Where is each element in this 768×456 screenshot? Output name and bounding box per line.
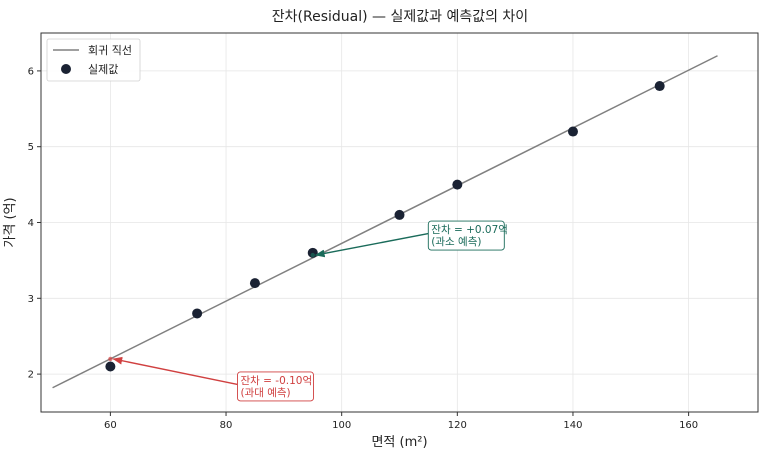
annotation-text: (과대 예측)	[240, 386, 290, 399]
x-tick-label: 60	[104, 420, 117, 431]
annotation-arrow	[112, 356, 238, 386]
legend-marker-swatch	[61, 64, 71, 74]
x-tick-label: 140	[563, 420, 582, 431]
annotation-arrow	[314, 232, 429, 258]
y-tick-label: 5	[28, 142, 34, 153]
data-point	[394, 209, 405, 220]
predicted-point	[108, 356, 113, 362]
predicted-point	[310, 252, 315, 258]
chart-title: 잔차(Residual) — 실제값과 예측값의 차이	[272, 9, 528, 25]
data-point	[654, 81, 665, 92]
data-point	[105, 361, 116, 372]
y-axis-title: 가격 (억)	[3, 197, 18, 247]
y-tick-label: 3	[28, 294, 34, 305]
x-tick-label: 80	[220, 420, 233, 431]
data-point	[567, 126, 578, 137]
data-point	[192, 308, 203, 319]
x-axis-title: 면적 (m²)	[371, 435, 427, 450]
x-tick-label: 120	[448, 420, 467, 431]
annotation-box	[427, 220, 505, 251]
data-point	[452, 179, 463, 190]
y-tick-label: 6	[28, 66, 34, 77]
annotations: 잔차 = -0.10억(과대 예측) 잔차 = +0.07억(과소 예측)	[108, 220, 508, 402]
legend-label: 회귀 직선	[88, 44, 132, 57]
regression-line	[52, 55, 718, 389]
data-point	[249, 278, 260, 289]
annotation-box	[237, 371, 314, 402]
grid	[41, 33, 758, 412]
annotation-text: 잔차 = +0.07억	[431, 224, 508, 236]
x-tick-label: 160	[679, 420, 698, 431]
annotation-text: 잔차 = -0.10억	[240, 375, 312, 387]
legend-label: 실제값	[88, 63, 118, 76]
series	[52, 55, 718, 389]
x-tick-label: 100	[332, 420, 351, 431]
axis-ticks: 60 80 100 120 140 160 2 3 4 5 6	[28, 66, 699, 431]
y-tick-label: 4	[28, 218, 34, 229]
y-tick-label: 2	[28, 370, 34, 381]
annotation-text: (과소 예측)	[431, 235, 481, 248]
